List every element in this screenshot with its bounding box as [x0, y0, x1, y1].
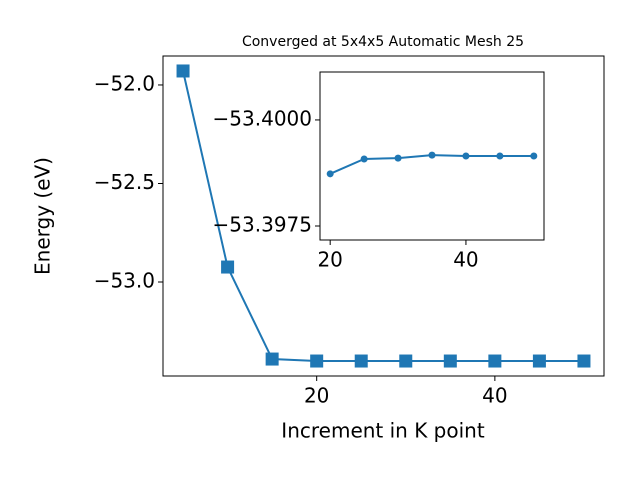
marker [326, 170, 334, 178]
marker [443, 354, 457, 368]
marker [530, 152, 538, 160]
marker [577, 354, 591, 368]
x-tick-label: 40 [482, 384, 507, 408]
x-tick-label: 40 [453, 248, 478, 272]
marker [354, 354, 368, 368]
x-axis-label: Increment in K point [281, 419, 485, 443]
x-tick-label: 20 [304, 384, 329, 408]
marker [360, 155, 368, 163]
marker [462, 152, 470, 160]
chart-title: Converged at 5x4x5 Automatic Mesh 25 [242, 34, 524, 50]
line [182, 70, 584, 363]
y-tick-label: −53.0 [94, 269, 155, 293]
x-tick-label: 20 [317, 248, 342, 272]
marker [265, 352, 279, 366]
marker [221, 260, 235, 274]
marker [394, 154, 402, 162]
y-tick-label: −53.3975 [213, 213, 312, 237]
y-tick-label: −52.5 [94, 170, 155, 194]
y-axis-label: Energy (eV) [31, 157, 55, 275]
y-tick-label: −52.0 [94, 71, 155, 95]
marker [488, 354, 502, 368]
marker [176, 64, 190, 78]
marker [532, 354, 546, 368]
marker [399, 354, 413, 368]
marker [428, 151, 436, 159]
marker [310, 354, 324, 368]
marker [496, 152, 504, 160]
y-tick-label: −53.4000 [213, 106, 312, 130]
